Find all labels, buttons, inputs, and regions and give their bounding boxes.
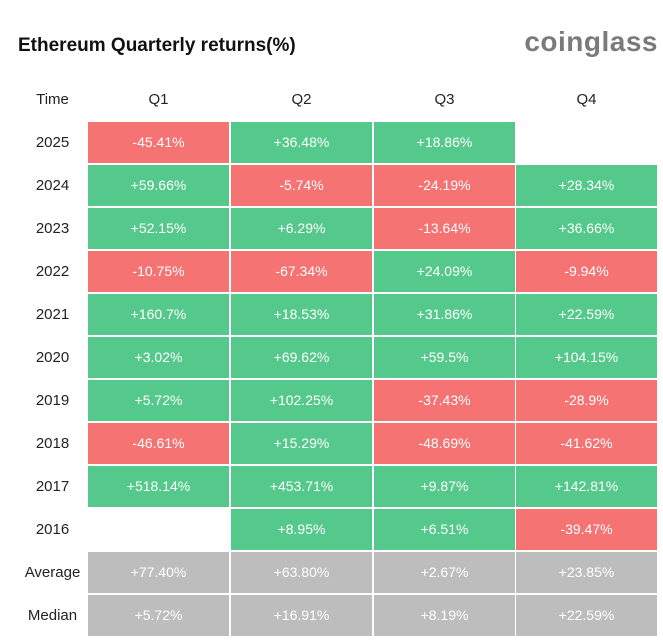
row-label-2020: 2020 xyxy=(35,349,70,366)
row-label-2019: 2019 xyxy=(35,392,70,409)
return-cell-2016-q3: +6.51% xyxy=(374,509,515,550)
row-label-2016: 2016 xyxy=(35,521,70,538)
row-label-2018: 2018 xyxy=(35,435,70,452)
column-header-q4: Q4 xyxy=(576,91,597,108)
return-cell-2023-q3: -13.64% xyxy=(374,208,515,249)
return-cell-2016-q4: -39.47% xyxy=(516,509,657,550)
return-cell-2020-q3: +59.5% xyxy=(374,337,515,378)
column-header-q3: Q3 xyxy=(434,91,455,108)
return-cell-2022-q3: +24.09% xyxy=(374,251,515,292)
return-cell-2018-q3: -48.69% xyxy=(374,423,515,464)
return-cell-2021-q3: +31.86% xyxy=(374,294,515,335)
return-cell-2020-q1: +3.02% xyxy=(88,337,229,378)
return-cell-2025-q3: +18.86% xyxy=(374,122,515,163)
return-cell-2022-q1: -10.75% xyxy=(88,251,229,292)
return-cell-2018-q4: -41.62% xyxy=(516,423,657,464)
return-cell-2021-q4: +22.59% xyxy=(516,294,657,335)
column-header-q1: Q1 xyxy=(148,91,169,108)
return-cell-2024-q1: +59.66% xyxy=(88,165,229,206)
row-label-2022: 2022 xyxy=(35,263,70,280)
return-cell-2017-q3: +9.87% xyxy=(374,466,515,507)
return-cell-2024-q3: -24.19% xyxy=(374,165,515,206)
summary-cell-average-q3: +2.67% xyxy=(374,552,515,593)
summary-cell-median-q3: +8.19% xyxy=(374,595,515,636)
return-cell-2019-q3: -37.43% xyxy=(374,380,515,421)
return-cell-2017-q1: +518.14% xyxy=(88,466,229,507)
brand-logo[interactable]: coinglass xyxy=(524,26,658,57)
return-cell-2025-q2: +36.48% xyxy=(231,122,372,163)
row-label-2021: 2021 xyxy=(35,306,70,323)
row-label-2017: 2017 xyxy=(35,478,70,495)
row-label-average: Average xyxy=(24,564,81,581)
return-cell-2023-q1: +52.15% xyxy=(88,208,229,249)
row-label-2024: 2024 xyxy=(35,177,70,194)
row-label-median: Median xyxy=(27,607,78,624)
column-header-q2: Q2 xyxy=(291,91,312,108)
return-cell-2024-q4: +28.34% xyxy=(516,165,657,206)
return-cell-2024-q2: -5.74% xyxy=(231,165,372,206)
return-cell-2020-q4: +104.15% xyxy=(516,337,657,378)
return-cell-2017-q4: +142.81% xyxy=(516,466,657,507)
summary-cell-median-q4: +22.59% xyxy=(516,595,657,636)
return-cell-2023-q2: +6.29% xyxy=(231,208,372,249)
return-cell-2019-q1: +5.72% xyxy=(88,380,229,421)
return-cell-2021-q1: +160.7% xyxy=(88,294,229,335)
summary-cell-average-q2: +63.80% xyxy=(231,552,372,593)
row-label-2025: 2025 xyxy=(35,134,70,151)
return-cell-2018-q1: -46.61% xyxy=(88,423,229,464)
return-cell-2019-q2: +102.25% xyxy=(231,380,372,421)
return-cell-2023-q4: +36.66% xyxy=(516,208,657,249)
chart-title: Ethereum Quarterly returns(%) xyxy=(18,35,296,56)
return-cell-2022-q4: -9.94% xyxy=(516,251,657,292)
return-cell-2017-q2: +453.71% xyxy=(231,466,372,507)
summary-cell-median-q1: +5.72% xyxy=(88,595,229,636)
return-cell-2018-q2: +15.29% xyxy=(231,423,372,464)
return-cell-2020-q2: +69.62% xyxy=(231,337,372,378)
return-cell-2021-q2: +18.53% xyxy=(231,294,372,335)
column-header-time: Time xyxy=(36,91,69,108)
row-label-2023: 2023 xyxy=(35,220,70,237)
return-cell-2019-q4: -28.9% xyxy=(516,380,657,421)
chart-header: Ethereum Quarterly returns(%) coinglass xyxy=(18,0,658,90)
return-cell-2016-q2: +8.95% xyxy=(231,509,372,550)
summary-cell-average-q4: +23.85% xyxy=(516,552,657,593)
return-cell-2022-q2: -67.34% xyxy=(231,251,372,292)
return-cell-2025-q1: -45.41% xyxy=(88,122,229,163)
summary-cell-median-q2: +16.91% xyxy=(231,595,372,636)
summary-cell-average-q1: +77.40% xyxy=(88,552,229,593)
